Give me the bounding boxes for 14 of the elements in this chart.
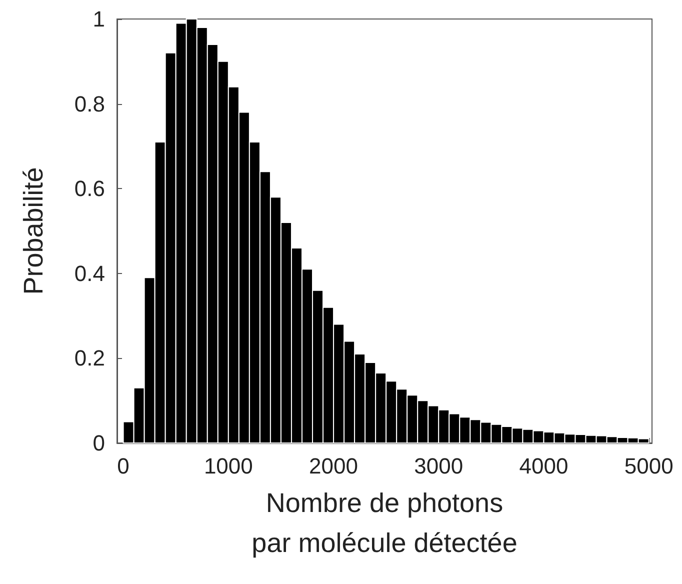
x-tick-label: 0: [117, 454, 130, 478]
x-tick-label: 2000: [309, 454, 358, 478]
y-tick-label: 0: [92, 430, 105, 456]
x-tick-label: 4000: [519, 454, 568, 478]
x-tick-label: 1000: [204, 454, 253, 478]
y-tick-label: 0.4: [74, 260, 105, 286]
x-tick-label: 5000: [624, 454, 674, 478]
y-tick-label: 0.6: [74, 176, 105, 202]
y-tick-label: 0.8: [74, 91, 105, 116]
y-tick-label: 1: [92, 6, 105, 32]
y-tick-label: 0.2: [74, 346, 105, 371]
x-axis-title: Nombre de photons par molécule détectée: [252, 488, 518, 558]
x-tick-label: 3000: [414, 454, 464, 478]
y-axis-title: Probabilité: [18, 167, 48, 295]
